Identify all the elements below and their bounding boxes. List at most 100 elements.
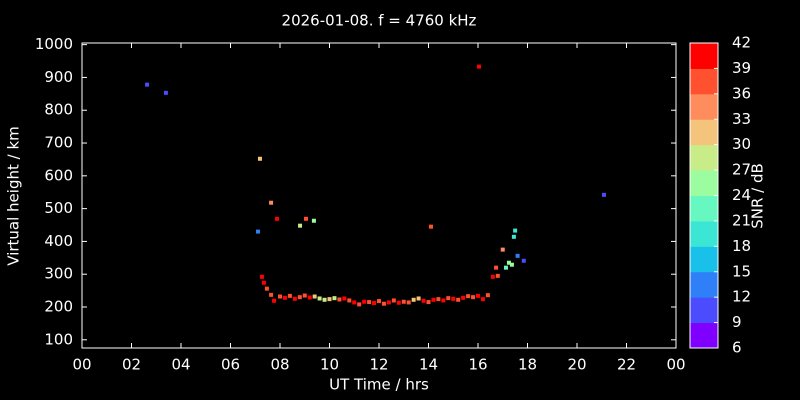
data-point bbox=[292, 296, 297, 301]
colorbar-band bbox=[690, 322, 718, 349]
colorbar-tick-label: 9 bbox=[732, 313, 742, 331]
data-point bbox=[421, 298, 426, 303]
data-point bbox=[428, 224, 433, 229]
colorbar-tick-label: 21 bbox=[732, 211, 751, 229]
data-point bbox=[327, 297, 332, 302]
data-point bbox=[282, 295, 287, 300]
y-tick-label: 800 bbox=[44, 101, 73, 119]
data-point bbox=[485, 293, 490, 298]
data-point bbox=[431, 297, 436, 302]
data-point bbox=[332, 296, 337, 301]
colorbar-band bbox=[690, 246, 718, 273]
data-point bbox=[466, 294, 471, 299]
data-point bbox=[396, 300, 401, 305]
data-point bbox=[347, 298, 352, 303]
x-tick-label: 12 bbox=[369, 356, 388, 374]
data-point bbox=[317, 296, 322, 301]
x-tick-label: 14 bbox=[419, 356, 438, 374]
data-point bbox=[275, 216, 280, 221]
data-point bbox=[451, 296, 456, 301]
y-axis-label: Virtual height / km bbox=[5, 126, 23, 265]
data-point bbox=[391, 298, 396, 303]
colorbar-tick-label: 39 bbox=[732, 59, 751, 77]
data-point bbox=[416, 296, 421, 301]
data-point bbox=[307, 295, 312, 300]
colorbar-tick-label: 6 bbox=[732, 339, 742, 357]
colorbar-tick-label: 33 bbox=[732, 110, 751, 128]
data-point bbox=[367, 300, 372, 305]
y-tick-label: 400 bbox=[44, 232, 73, 250]
data-point bbox=[272, 298, 277, 303]
colorbar-tick-label: 18 bbox=[732, 237, 751, 255]
data-point bbox=[441, 298, 446, 303]
x-tick-label: 00 bbox=[72, 356, 91, 374]
y-tick-label: 100 bbox=[44, 330, 73, 348]
data-point bbox=[401, 299, 406, 304]
colorbar-band bbox=[690, 144, 718, 171]
data-point bbox=[601, 192, 606, 197]
data-point bbox=[298, 223, 303, 228]
data-point bbox=[461, 295, 466, 300]
colorbar-band bbox=[690, 220, 718, 247]
chart-title: 2026-01-08. f = 4760 kHz bbox=[282, 12, 477, 30]
colorbar-tick-label: 27 bbox=[732, 161, 751, 179]
data-point bbox=[145, 82, 150, 87]
data-point bbox=[426, 300, 431, 305]
data-point bbox=[446, 296, 451, 301]
x-tick-label: 22 bbox=[617, 356, 636, 374]
data-point bbox=[521, 258, 526, 263]
data-point bbox=[511, 234, 516, 239]
x-tick-label: 10 bbox=[320, 356, 339, 374]
colorbar-band bbox=[690, 195, 718, 222]
data-point bbox=[436, 297, 441, 302]
colorbar-band bbox=[690, 271, 718, 298]
colorbar-tick-label: 12 bbox=[732, 288, 751, 306]
x-axis-label: UT Time / hrs bbox=[329, 376, 429, 394]
data-point bbox=[503, 265, 508, 270]
data-point bbox=[337, 297, 342, 302]
data-point bbox=[302, 293, 307, 298]
data-point bbox=[494, 265, 499, 270]
data-point bbox=[506, 260, 511, 265]
y-tick-label: 300 bbox=[44, 265, 73, 283]
data-point bbox=[163, 90, 168, 95]
data-point bbox=[490, 274, 495, 279]
x-tick-label: 00 bbox=[666, 356, 685, 374]
y-tick-label: 600 bbox=[44, 166, 73, 184]
data-point bbox=[377, 299, 381, 304]
colorbar-band bbox=[690, 43, 718, 69]
x-tick-label: 04 bbox=[171, 356, 190, 374]
data-point bbox=[476, 293, 480, 298]
y-tick-label: 900 bbox=[44, 68, 73, 86]
colorbar-tick-label: 42 bbox=[732, 34, 751, 52]
colorbar-tick-label: 30 bbox=[732, 135, 751, 153]
data-point bbox=[509, 262, 514, 267]
data-point bbox=[352, 300, 357, 305]
data-point bbox=[456, 297, 461, 302]
data-point bbox=[342, 296, 347, 301]
data-point bbox=[312, 294, 317, 299]
data-point bbox=[476, 64, 481, 69]
data-point bbox=[311, 218, 316, 223]
data-point bbox=[297, 295, 302, 300]
x-tick-label: 08 bbox=[270, 356, 289, 374]
y-tick-label: 700 bbox=[44, 134, 73, 152]
data-point bbox=[411, 297, 416, 302]
data-point bbox=[261, 280, 266, 285]
data-point bbox=[471, 295, 476, 300]
colorbar-band bbox=[690, 119, 718, 146]
colorbar-band bbox=[690, 170, 718, 196]
x-tick-label: 20 bbox=[567, 356, 586, 374]
colorbar-band bbox=[690, 68, 718, 95]
data-point bbox=[269, 200, 274, 205]
data-point bbox=[264, 286, 269, 291]
data-point bbox=[515, 253, 520, 258]
data-point bbox=[259, 274, 264, 279]
colorbar-band bbox=[690, 297, 718, 324]
y-tick-label: 200 bbox=[44, 298, 73, 316]
data-point bbox=[500, 247, 505, 252]
colorbar-band bbox=[690, 93, 718, 120]
data-point bbox=[255, 229, 260, 234]
data-point bbox=[513, 228, 518, 233]
